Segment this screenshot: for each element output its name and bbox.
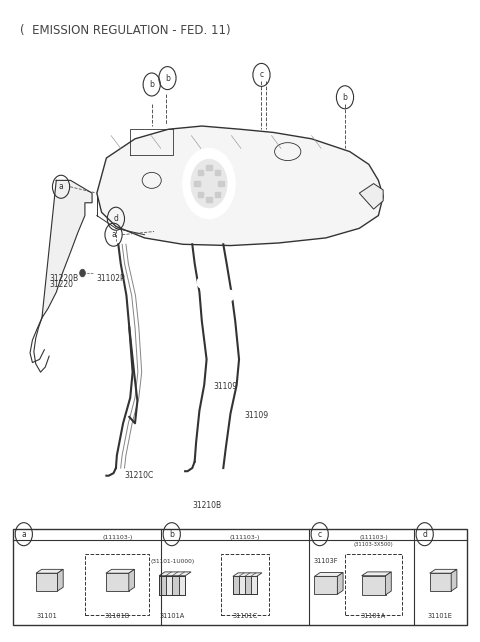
Text: b: b	[169, 530, 174, 539]
Text: 31102P: 31102P	[97, 273, 125, 282]
Polygon shape	[233, 577, 239, 594]
Polygon shape	[337, 573, 343, 594]
Circle shape	[80, 269, 85, 277]
Bar	[198, 169, 204, 175]
FancyBboxPatch shape	[85, 554, 149, 615]
Polygon shape	[172, 576, 179, 595]
Text: a: a	[22, 530, 26, 539]
Text: (111103-): (111103-)	[229, 535, 260, 540]
Text: 31210B: 31210B	[192, 501, 221, 510]
Circle shape	[191, 159, 227, 208]
Polygon shape	[36, 573, 58, 591]
FancyBboxPatch shape	[13, 529, 467, 625]
Bar	[206, 197, 212, 202]
Bar	[215, 169, 220, 175]
Polygon shape	[430, 573, 451, 591]
Polygon shape	[58, 569, 63, 591]
Bar	[198, 193, 204, 198]
Circle shape	[227, 290, 234, 300]
Text: 31210C: 31210C	[124, 471, 154, 480]
Polygon shape	[159, 576, 166, 595]
Text: 31109: 31109	[245, 411, 269, 420]
Polygon shape	[42, 180, 92, 318]
Text: (31103-3X500): (31103-3X500)	[354, 542, 394, 546]
Polygon shape	[129, 569, 134, 591]
Text: 31220: 31220	[49, 280, 73, 289]
Polygon shape	[179, 576, 185, 595]
Polygon shape	[36, 569, 63, 573]
Bar	[215, 193, 220, 198]
Polygon shape	[314, 577, 337, 594]
Polygon shape	[106, 573, 129, 591]
Text: (111103-): (111103-)	[359, 535, 388, 540]
Bar	[206, 165, 212, 170]
PathPatch shape	[97, 126, 383, 246]
Text: 31101: 31101	[36, 613, 57, 619]
Text: (111103-): (111103-)	[102, 535, 132, 540]
Text: b: b	[343, 93, 348, 102]
Text: a: a	[111, 230, 116, 239]
Polygon shape	[239, 577, 245, 594]
Text: 31220B: 31220B	[49, 273, 78, 282]
Circle shape	[183, 148, 235, 219]
Polygon shape	[159, 572, 191, 576]
Polygon shape	[233, 573, 262, 577]
Text: 31101E: 31101E	[428, 613, 453, 619]
Polygon shape	[362, 576, 385, 595]
Circle shape	[79, 277, 86, 288]
Polygon shape	[166, 576, 172, 595]
Text: a: a	[59, 182, 63, 191]
FancyBboxPatch shape	[65, 193, 84, 219]
Circle shape	[197, 277, 204, 288]
Polygon shape	[430, 569, 457, 573]
Polygon shape	[314, 573, 343, 577]
Bar	[218, 181, 224, 186]
Text: 31101C: 31101C	[232, 613, 257, 619]
Text: d: d	[422, 530, 427, 539]
Polygon shape	[362, 572, 391, 576]
Text: 31101A: 31101A	[160, 613, 185, 619]
Text: 31103F: 31103F	[313, 559, 338, 564]
Text: 31101B: 31101B	[105, 613, 130, 619]
Text: 31101A: 31101A	[361, 613, 386, 619]
Bar	[194, 181, 200, 186]
Text: (31101-1U000): (31101-1U000)	[150, 559, 194, 564]
Polygon shape	[251, 577, 257, 594]
Text: b: b	[149, 80, 154, 89]
Polygon shape	[106, 569, 134, 573]
Text: 31109: 31109	[214, 382, 238, 391]
Polygon shape	[385, 572, 391, 595]
Text: b: b	[165, 74, 170, 83]
Text: c: c	[318, 530, 322, 539]
Polygon shape	[451, 569, 457, 591]
PathPatch shape	[360, 184, 383, 209]
Text: d: d	[113, 214, 119, 223]
FancyBboxPatch shape	[221, 554, 269, 615]
Polygon shape	[245, 577, 251, 594]
Text: c: c	[259, 71, 264, 80]
Text: (  EMISSION REGULATION - FED. 11): ( EMISSION REGULATION - FED. 11)	[21, 24, 231, 37]
FancyBboxPatch shape	[345, 554, 402, 615]
